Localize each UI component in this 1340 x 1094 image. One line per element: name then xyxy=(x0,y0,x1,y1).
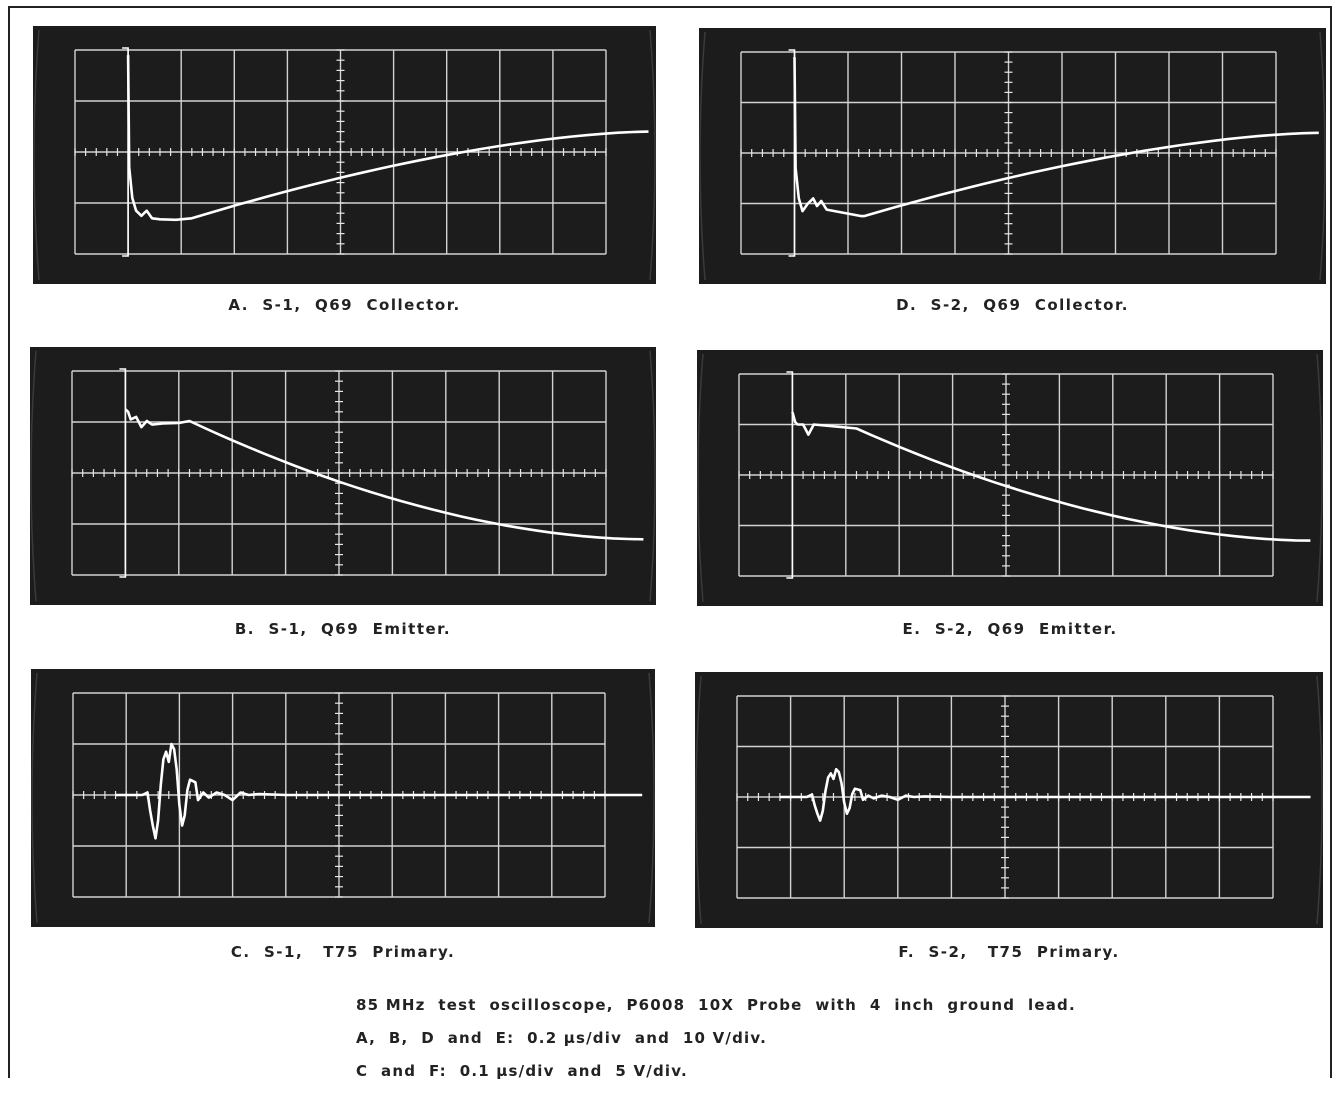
scope-panel-f xyxy=(695,672,1323,928)
note-line-2: A, B, D and E: 0.2 µs/div and 10 V/div. xyxy=(356,1029,768,1047)
caption-e: E. S-2, Q69 Emitter. xyxy=(902,620,1118,638)
bezel-left xyxy=(30,350,37,602)
note-line-3: C and F: 0.1 µs/div and 5 V/div. xyxy=(356,1062,688,1080)
scope-panel-b xyxy=(30,347,656,605)
bezel-curves xyxy=(33,29,656,281)
caption-a: A. S-1, Q69 Collector. xyxy=(228,296,461,314)
scope-display-b xyxy=(30,350,656,602)
scope-panel-a xyxy=(33,26,656,284)
note-line-1: 85 MHz test oscilloscope, P6008 10X Prob… xyxy=(356,996,1076,1014)
scope-panel-d xyxy=(699,28,1326,284)
bezel-left xyxy=(695,675,702,925)
scope-display-f xyxy=(695,675,1323,925)
bezel-right xyxy=(1316,353,1323,603)
bezel-left xyxy=(697,353,704,603)
scope-display-d xyxy=(699,31,1326,281)
waveform-trace xyxy=(793,57,1319,218)
scope-display-c xyxy=(31,672,655,924)
bezel-curves xyxy=(30,350,656,602)
bezel-right xyxy=(649,29,656,281)
bezel-right xyxy=(649,350,656,602)
bezel-right xyxy=(1316,675,1323,925)
measurement-notes: 85 MHz test oscilloscope, P6008 10X Prob… xyxy=(356,995,1076,1094)
sweep-start-marker xyxy=(119,368,127,578)
bezel-curves xyxy=(31,672,655,924)
waveform-trace xyxy=(791,411,1311,542)
caption-f: F. S-2, T75 Primary. xyxy=(898,943,1120,961)
waveform-trace xyxy=(115,742,643,840)
axis-ticks xyxy=(740,51,1277,255)
sweep-start-marker xyxy=(122,47,129,257)
caption-c: C. S-1, T75 Primary. xyxy=(230,943,456,961)
figure-frame xyxy=(8,6,1332,1078)
scope-display-a xyxy=(33,29,656,281)
sweep-start-marker xyxy=(788,49,796,257)
bezel-curves xyxy=(699,31,1326,281)
sweep-start-marker xyxy=(786,371,794,579)
waveform-trace xyxy=(779,767,1311,822)
bezel-right xyxy=(648,672,655,924)
caption-d: D. S-2, Q69 Collector. xyxy=(896,296,1129,314)
waveform-trace xyxy=(126,55,649,222)
caption-b: B. S-1, Q69 Emitter. xyxy=(234,620,452,638)
bezel-left xyxy=(33,29,40,281)
scope-display-e xyxy=(697,353,1323,603)
bezel-right xyxy=(1319,31,1326,281)
bezel-left xyxy=(699,31,706,281)
bezel-curves xyxy=(695,675,1323,925)
waveform-trace xyxy=(124,408,644,541)
scope-panel-c xyxy=(31,669,655,927)
bezel-left xyxy=(31,672,38,924)
scope-panel-e xyxy=(697,350,1323,606)
bezel-curves xyxy=(697,353,1323,603)
